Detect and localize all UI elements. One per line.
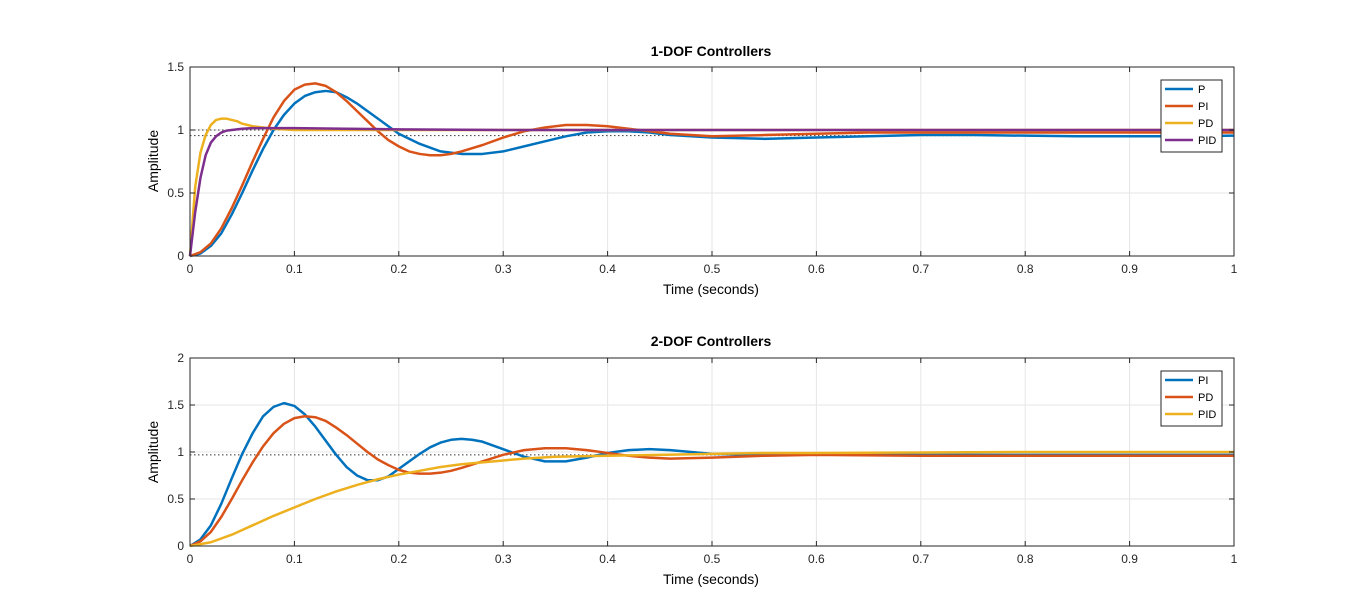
x-tick-label: 0.1 — [286, 552, 303, 566]
x-tick-label: 0.7 — [912, 262, 929, 276]
legend-label: PID — [1198, 135, 1216, 147]
x-tick-label: 0.9 — [1121, 552, 1138, 566]
x-tick-label: 0.4 — [599, 262, 616, 276]
chart-2dof: 2-DOF Controllers 0 0.1 0.2 0.3 0.4 0.5 0.6 0.7… — [145, 333, 1238, 587]
y-tick-label: 1.5 — [167, 398, 184, 412]
x-tick-label: 0.4 — [599, 552, 616, 566]
y-tick-label: 1.5 — [167, 60, 184, 74]
series-line-pid — [189, 450, 1234, 548]
y-axis-label: Amplitude — [145, 130, 161, 192]
series-line-pd — [189, 415, 1234, 548]
legend-label: PID — [1198, 409, 1216, 421]
x-tick-label: 0.9 — [1121, 262, 1138, 276]
y-tick-label: 0 — [177, 539, 184, 553]
x-tick-label: 0 — [187, 262, 194, 276]
chart-title: 2-DOF Controllers — [651, 333, 772, 349]
legend: P PI PD PID — [1160, 79, 1223, 153]
y-axis-label: Amplitude — [145, 421, 161, 483]
chart-title: 1-DOF Controllers — [651, 43, 772, 59]
x-tick-label: 0.3 — [495, 262, 512, 276]
legend-label: PI — [1198, 375, 1208, 387]
series-line-pi — [189, 401, 1234, 548]
x-tick-label: 0.5 — [704, 262, 721, 276]
y-tick-label: 0.5 — [167, 186, 184, 200]
x-tick-label: 0.7 — [912, 552, 929, 566]
x-tick-label: 0.8 — [1017, 262, 1034, 276]
x-axis-label: Time (seconds) — [663, 281, 759, 297]
legend-label: P — [1198, 84, 1205, 96]
x-tick-label: 0.1 — [286, 262, 303, 276]
x-tick-label: 0.6 — [808, 262, 825, 276]
x-tick-label: 0.2 — [390, 552, 407, 566]
legend: PI PD PID — [1160, 370, 1223, 427]
y-tick-label: 1 — [177, 445, 184, 459]
legend-label: PD — [1198, 392, 1213, 404]
legend-label: PD — [1198, 118, 1213, 130]
x-tick-label: 0 — [187, 552, 194, 566]
x-tick-label: 0.3 — [495, 552, 512, 566]
chart-1dof: 1-DOF Controllers 0 0.1 0.2 0.3 0.4 0.5 0.6 0.7… — [145, 43, 1238, 297]
x-axis-label: Time (seconds) — [663, 571, 759, 587]
x-tick-label: 0.2 — [390, 262, 407, 276]
legend-label: PI — [1198, 101, 1208, 113]
y-tick-label: 1 — [177, 123, 184, 137]
x-tick-label: 0.6 — [808, 552, 825, 566]
y-tick-label: 0.5 — [167, 492, 184, 506]
y-tick-label: 0 — [177, 249, 184, 263]
y-tick-label: 2 — [177, 351, 184, 365]
series-line-pid — [188, 126, 1234, 257]
x-tick-label: 0.5 — [704, 552, 721, 566]
x-tick-label: 1 — [1231, 552, 1238, 566]
x-tick-label: 0.8 — [1017, 552, 1034, 566]
x-tick-label: 1 — [1231, 262, 1238, 276]
